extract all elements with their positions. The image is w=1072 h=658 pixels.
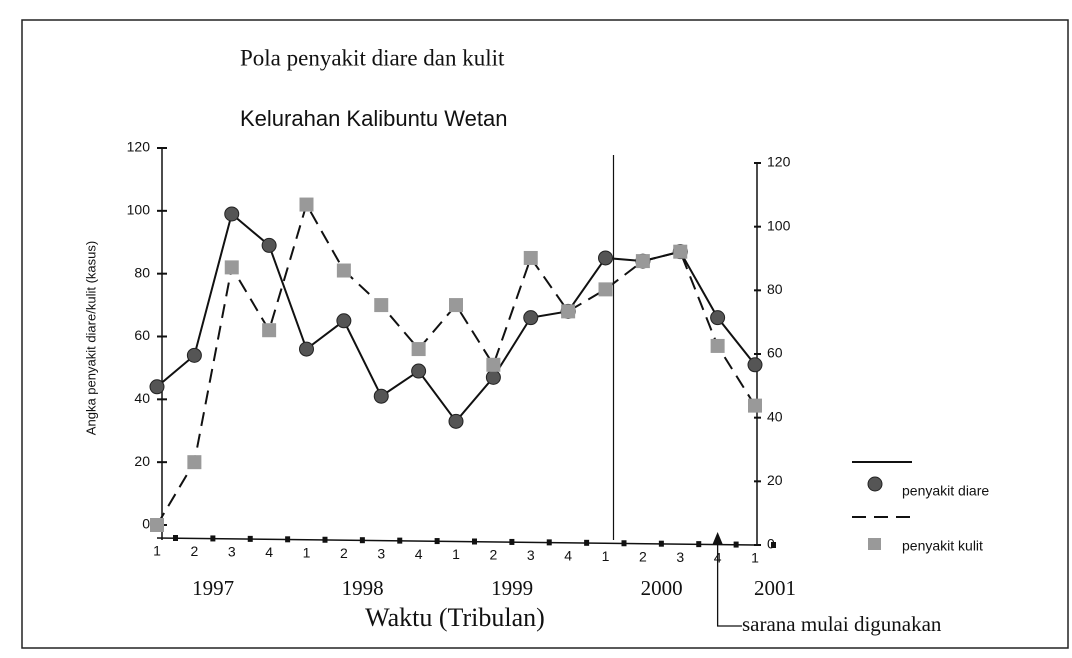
x-tick-label: 1 [452, 546, 460, 562]
x-tick [696, 541, 702, 548]
year-label: 1999 [491, 576, 533, 600]
annotation-arrow [716, 534, 742, 627]
point [561, 304, 576, 319]
x-tick-label: 1 [153, 543, 161, 559]
year-label: 1997 [192, 576, 234, 600]
year-label: 2000 [641, 576, 683, 600]
x-tick-label: 4 [564, 548, 572, 564]
x-tick [584, 539, 590, 546]
x-tick [247, 535, 253, 542]
x-tick [733, 541, 739, 548]
point [485, 369, 501, 385]
x-tick-label: 1 [602, 548, 610, 564]
legend-label: penyakit kulit [902, 538, 983, 554]
y2-tick-label: 120 [767, 154, 791, 170]
point [411, 363, 427, 379]
point [448, 413, 464, 429]
legend-marker [867, 476, 883, 492]
series-line [156, 202, 756, 526]
point [523, 250, 538, 265]
y-tick-label: 100 [127, 202, 151, 218]
point [224, 206, 240, 222]
y2-tick-label: 60 [767, 345, 783, 361]
x-tick-label: 2 [190, 543, 198, 559]
point [748, 398, 762, 413]
point [187, 455, 202, 470]
x-tick-label: 1 [751, 550, 759, 566]
arrow-head [712, 532, 723, 544]
x-tick [210, 535, 216, 542]
y-tick-label: 20 [134, 453, 150, 469]
year-label: 2001 [754, 576, 796, 600]
y-tick-label: 40 [134, 390, 150, 406]
x-tick-label: 3 [377, 545, 385, 561]
frame [21, 19, 1069, 649]
point [224, 260, 239, 275]
x-tick-label: 2 [489, 547, 497, 563]
point [411, 342, 426, 357]
y2-tick-label: 40 [767, 408, 783, 424]
point [336, 313, 352, 329]
y2-tick-label: 20 [767, 472, 783, 488]
x-tick [173, 535, 178, 541]
point [261, 237, 277, 253]
point [635, 254, 650, 269]
y-tick-label: 60 [134, 327, 150, 343]
x-tick-label: 3 [676, 549, 684, 565]
point [449, 298, 463, 313]
point [299, 341, 314, 357]
x-tick [322, 536, 328, 543]
x-tick [546, 539, 552, 546]
x-tick [509, 538, 515, 545]
legend-marker [868, 538, 881, 550]
y-tick-label: 80 [134, 264, 150, 280]
point [262, 323, 277, 338]
year-label: 1998 [342, 576, 384, 600]
chart-title: Pola penyakit diare dan kulit [240, 45, 505, 70]
point [747, 357, 763, 373]
x-tick [658, 540, 664, 547]
x-tick [397, 537, 403, 544]
point [523, 310, 539, 326]
point [150, 518, 164, 532]
point [598, 250, 613, 266]
chart-subtitle: Kelurahan Kalibuntu Wetan [240, 106, 507, 131]
x-tick-label: 3 [527, 547, 535, 563]
point [336, 263, 351, 278]
x-axis-label: Waktu (Tribulan) [365, 603, 545, 632]
legend-label: penyakit diare [902, 483, 989, 499]
series-line [156, 212, 756, 423]
x-axis [156, 537, 756, 546]
point [710, 338, 725, 353]
x-tick [472, 538, 477, 545]
x-tick-label: 3 [228, 544, 236, 560]
point [598, 282, 613, 297]
point [299, 197, 314, 212]
annotation: sarana mulai digunakan [742, 612, 942, 636]
point [673, 244, 688, 259]
x-tick-label: 2 [639, 548, 647, 564]
y2-tick-label: 80 [767, 281, 783, 297]
point [186, 347, 202, 363]
x-tick-label: 4 [265, 544, 273, 560]
point [710, 310, 726, 326]
point [373, 388, 389, 404]
x-tick [359, 537, 365, 544]
x-tick-label: 2 [340, 545, 348, 561]
x-tick [771, 542, 776, 548]
y-axis-label: Angka penyakit diare/kulit (kasus) [83, 241, 98, 435]
y2-tick-label: 100 [767, 217, 791, 233]
x-tick [285, 536, 291, 543]
y-tick-label: 0 [142, 516, 150, 532]
x-tick [434, 538, 440, 545]
x-tick [621, 540, 627, 547]
y-tick-label: 120 [127, 139, 151, 155]
x-tick-label: 4 [415, 546, 423, 562]
point [374, 298, 389, 313]
point [486, 357, 501, 372]
point [149, 379, 165, 395]
x-tick-label: 1 [303, 544, 311, 560]
